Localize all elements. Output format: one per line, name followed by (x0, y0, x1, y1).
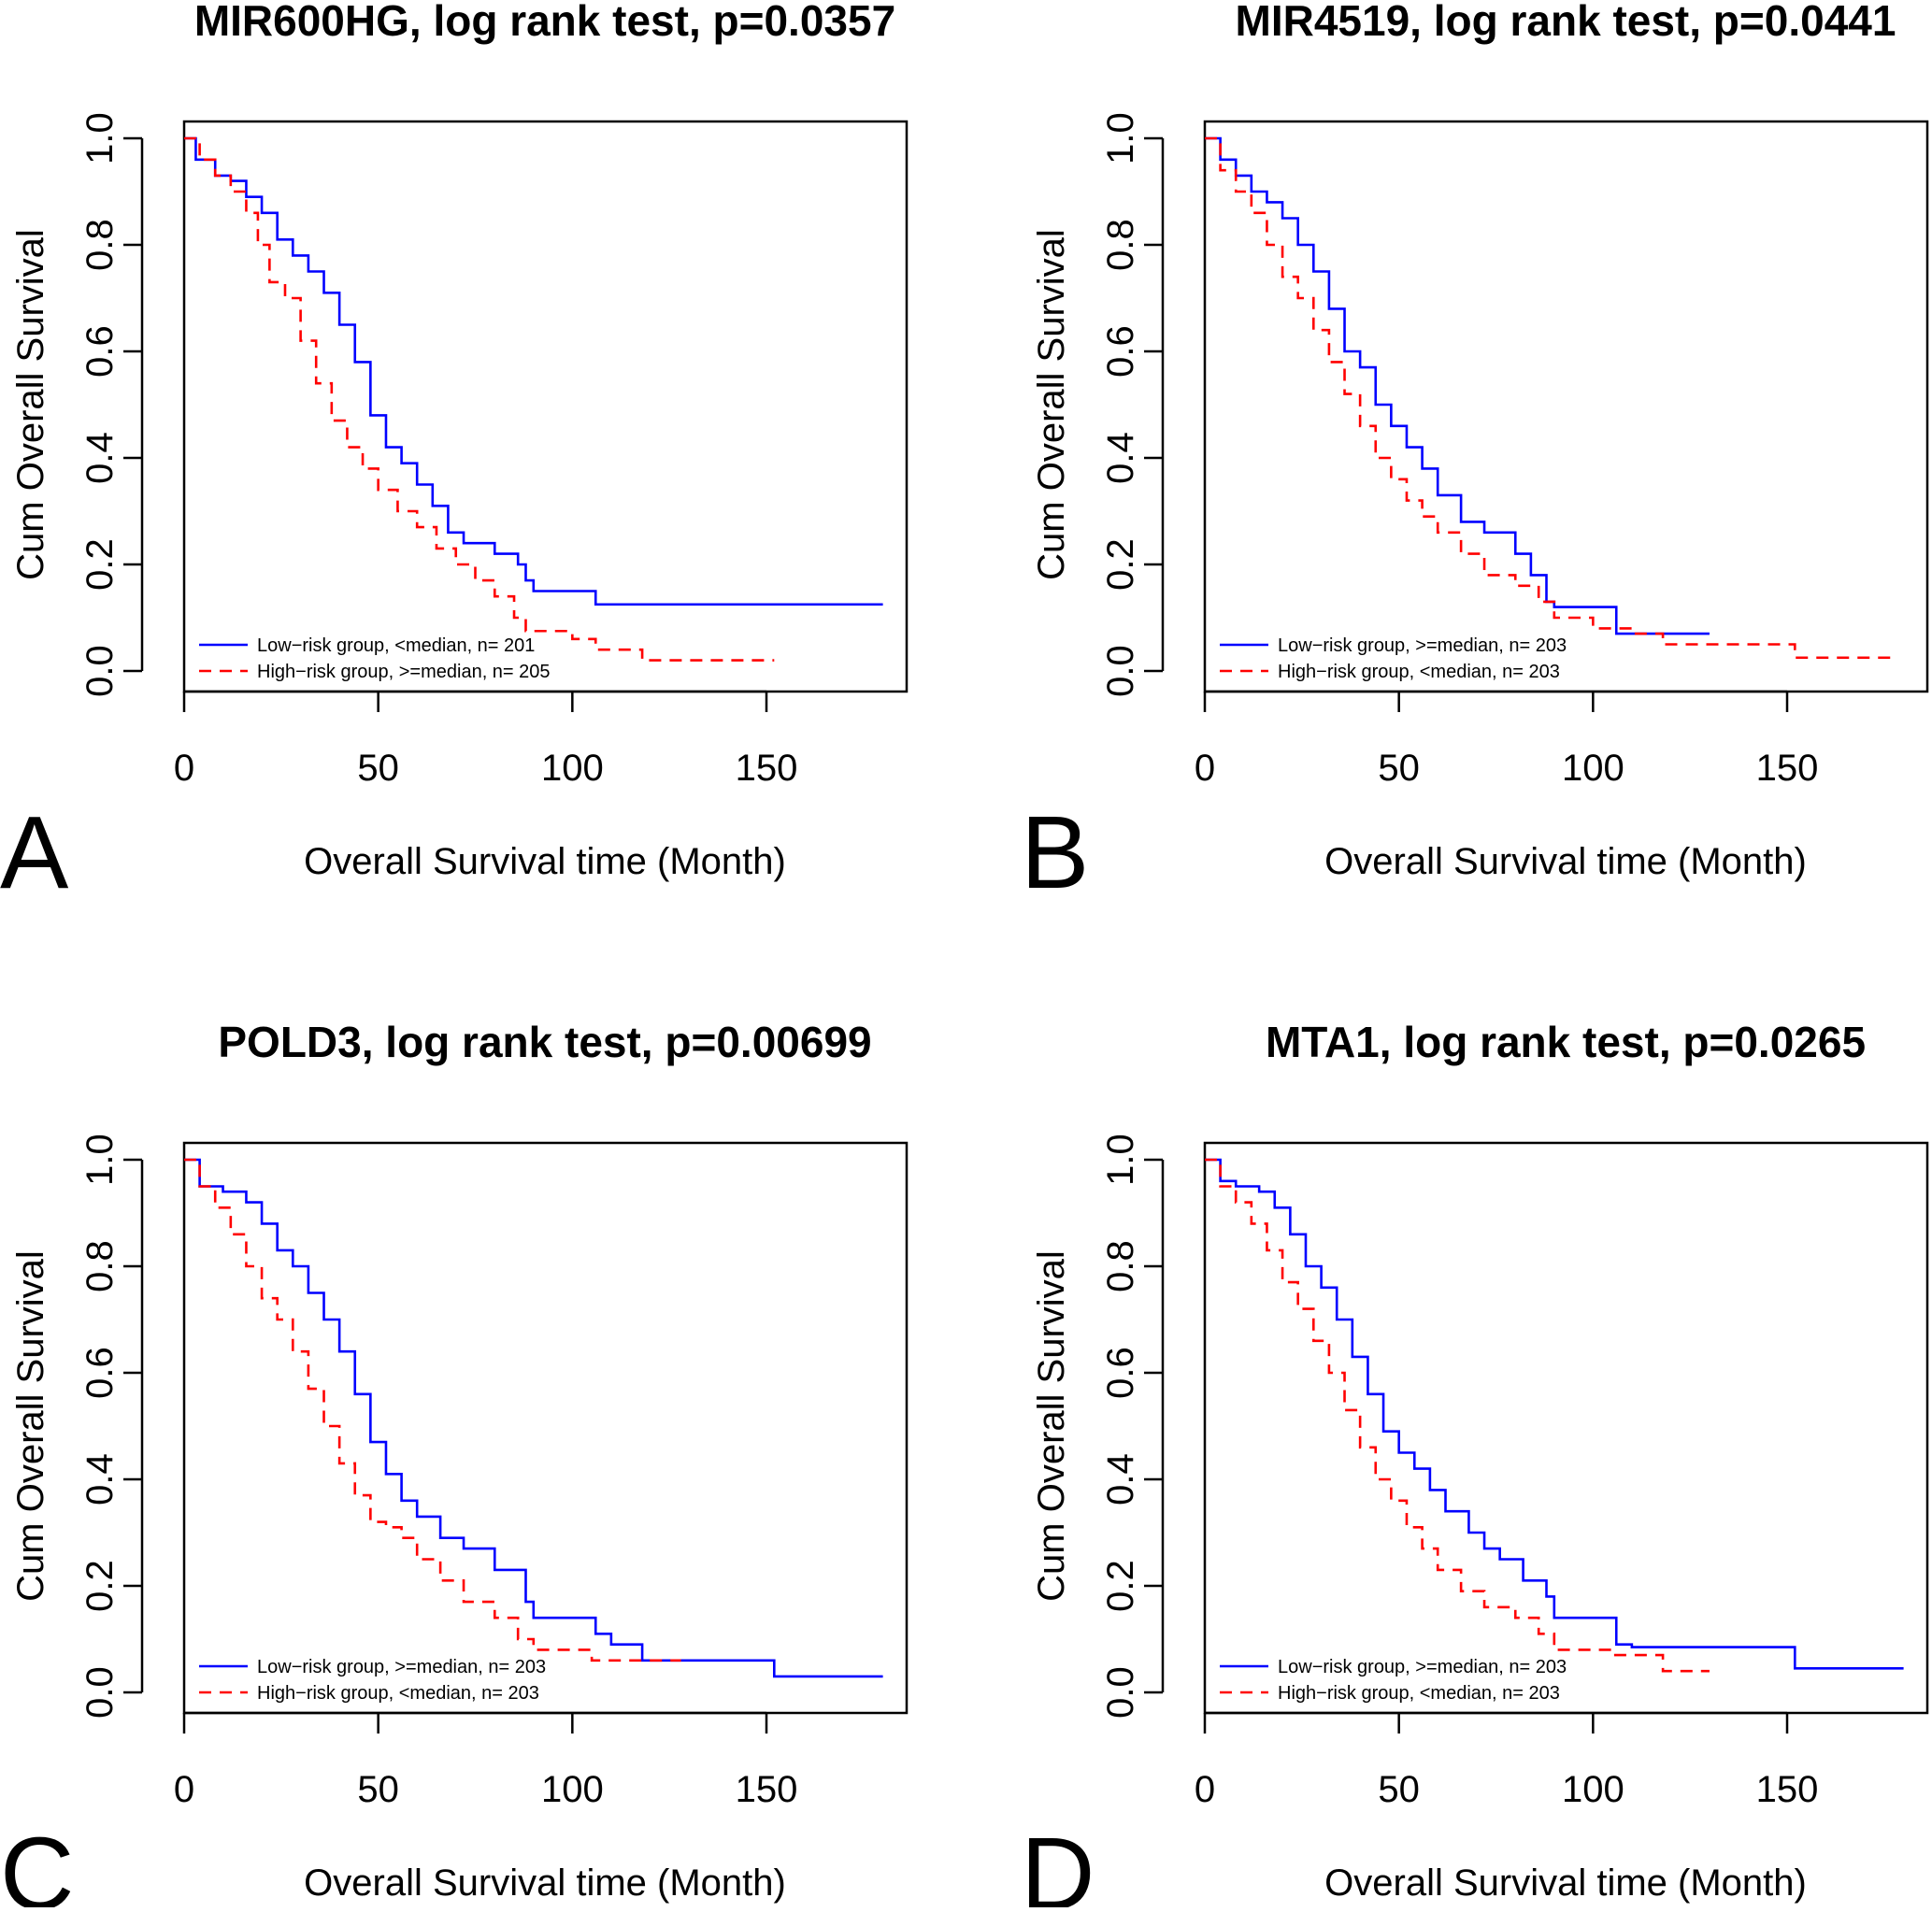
x-tick-label: 0 (174, 748, 194, 789)
survival-curve-high-risk (184, 1158, 681, 1662)
y-tick-label: 0.6 (1100, 1347, 1141, 1399)
x-tick-label: 150 (1756, 1769, 1819, 1810)
y-tick-label: 0.0 (1100, 1666, 1141, 1719)
legend-label: High−risk group, <median, n= 203 (1278, 1683, 1560, 1704)
x-axis-label: Overall Survival time (Month) (304, 1862, 786, 1904)
y-tick-label: 1.0 (1100, 112, 1141, 164)
y-tick-label: 0.0 (1100, 645, 1141, 697)
legend-label: Low−risk group, <median, n= 201 (257, 635, 535, 656)
x-tick-label: 0 (1195, 748, 1215, 789)
y-tick-label: 0.6 (79, 325, 121, 378)
x-tick-label: 150 (736, 748, 798, 789)
x-tick-label: 0 (1195, 1769, 1215, 1810)
legend-label: Low−risk group, >=median, n= 203 (257, 1657, 546, 1677)
panel-letter: D (1021, 1817, 1095, 1907)
y-tick-label: 1.0 (79, 112, 121, 164)
legend-label: High−risk group, >=median, n= 205 (257, 662, 551, 682)
legend-label: High−risk group, <median, n= 203 (257, 1683, 539, 1704)
y-tick-label: 0.2 (79, 538, 121, 591)
y-tick-label: 0.4 (79, 1453, 121, 1505)
y-tick-label: 0.8 (1100, 1240, 1141, 1292)
chart-title: MIR4519, log rank test, p=0.0441 (1236, 0, 1896, 45)
y-axis-label: Cum Overall Survival (1031, 1250, 1072, 1602)
y-tick-label: 0.4 (79, 432, 121, 484)
x-tick-label: 50 (1378, 1769, 1420, 1810)
y-tick-label: 0.8 (1100, 219, 1141, 271)
x-axis-label: Overall Survival time (Month) (304, 841, 786, 882)
y-tick-label: 0.6 (79, 1347, 121, 1399)
x-tick-label: 150 (736, 1769, 798, 1810)
x-axis-label: Overall Survival time (Month) (1324, 1862, 1807, 1904)
legend-label: High−risk group, <median, n= 203 (1278, 662, 1560, 682)
y-tick-label: 0.8 (79, 1240, 121, 1292)
x-tick-label: 100 (541, 748, 604, 789)
plot-frame (1203, 1141, 1929, 1715)
y-tick-label: 1.0 (79, 1134, 121, 1186)
plot-frame (182, 1141, 909, 1715)
x-tick-label: 50 (357, 748, 399, 789)
chart-title: MIR600HG, log rank test, p=0.0357 (194, 0, 895, 45)
chart-panel-a: MIR600HG, log rank test, p=0.0357 0.0 0.2 0… (0, 0, 909, 910)
panel-letter: C (0, 1817, 74, 1907)
survival-curve-high-risk (184, 136, 775, 662)
chart-title: POLD3, log rank test, p=0.00699 (218, 1018, 871, 1066)
y-tick-label: 0.0 (79, 1666, 121, 1719)
y-tick-label: 0.6 (1100, 325, 1141, 378)
y-tick-label: 0.2 (79, 1560, 121, 1612)
survival-curve-low-risk (1205, 136, 1710, 635)
x-tick-label: 50 (1378, 748, 1420, 789)
y-axis-label: Cum Overall Survival (10, 1250, 51, 1602)
survival-curve-low-risk (184, 136, 883, 606)
survival-curve-low-risk (1205, 1158, 1904, 1670)
x-tick-label: 100 (1562, 748, 1624, 789)
survival-curve-high-risk (1205, 136, 1896, 660)
x-tick-label: 150 (1756, 748, 1819, 789)
x-axis-label: Overall Survival time (Month) (1324, 841, 1807, 882)
x-tick-label: 0 (174, 1769, 194, 1810)
legend-label: Low−risk group, >=median, n= 203 (1278, 635, 1567, 656)
y-tick-label: 0.2 (1100, 1560, 1141, 1612)
y-tick-label: 0.8 (79, 219, 121, 271)
chart-panel-b: MIR4519, log rank test, p=0.0441 0.0 0.2 0.… (1021, 0, 1929, 910)
plot-frame (182, 120, 909, 693)
x-tick-label: 100 (541, 1769, 604, 1810)
chart-panel-c: POLD3, log rank test, p=0.00699 0.0 0.2 0.4… (0, 1018, 909, 1912)
survival-curve-high-risk (1205, 1158, 1710, 1673)
x-tick-label: 50 (357, 1769, 399, 1810)
y-axis-label: Cum Overall Survival (1031, 229, 1072, 580)
y-tick-label: 0.4 (1100, 432, 1141, 484)
y-tick-label: 0.0 (79, 645, 121, 697)
chart-panel-d: MTA1, log rank test, p=0.0265 0.0 0.2 0.4 0.… (1021, 1018, 1929, 1912)
y-axis-label: Cum Overall Survival (10, 229, 51, 580)
y-tick-label: 0.4 (1100, 1453, 1141, 1505)
chart-title: MTA1, log rank test, p=0.0265 (1266, 1018, 1866, 1066)
legend-label: Low−risk group, >=median, n= 203 (1278, 1657, 1567, 1677)
y-tick-label: 0.2 (1100, 538, 1141, 591)
x-tick-label: 100 (1562, 1769, 1624, 1810)
y-tick-label: 1.0 (1100, 1134, 1141, 1186)
survival-curve-low-risk (184, 1158, 883, 1678)
panel-letter: A (0, 795, 69, 910)
panel-letter: B (1021, 795, 1089, 910)
